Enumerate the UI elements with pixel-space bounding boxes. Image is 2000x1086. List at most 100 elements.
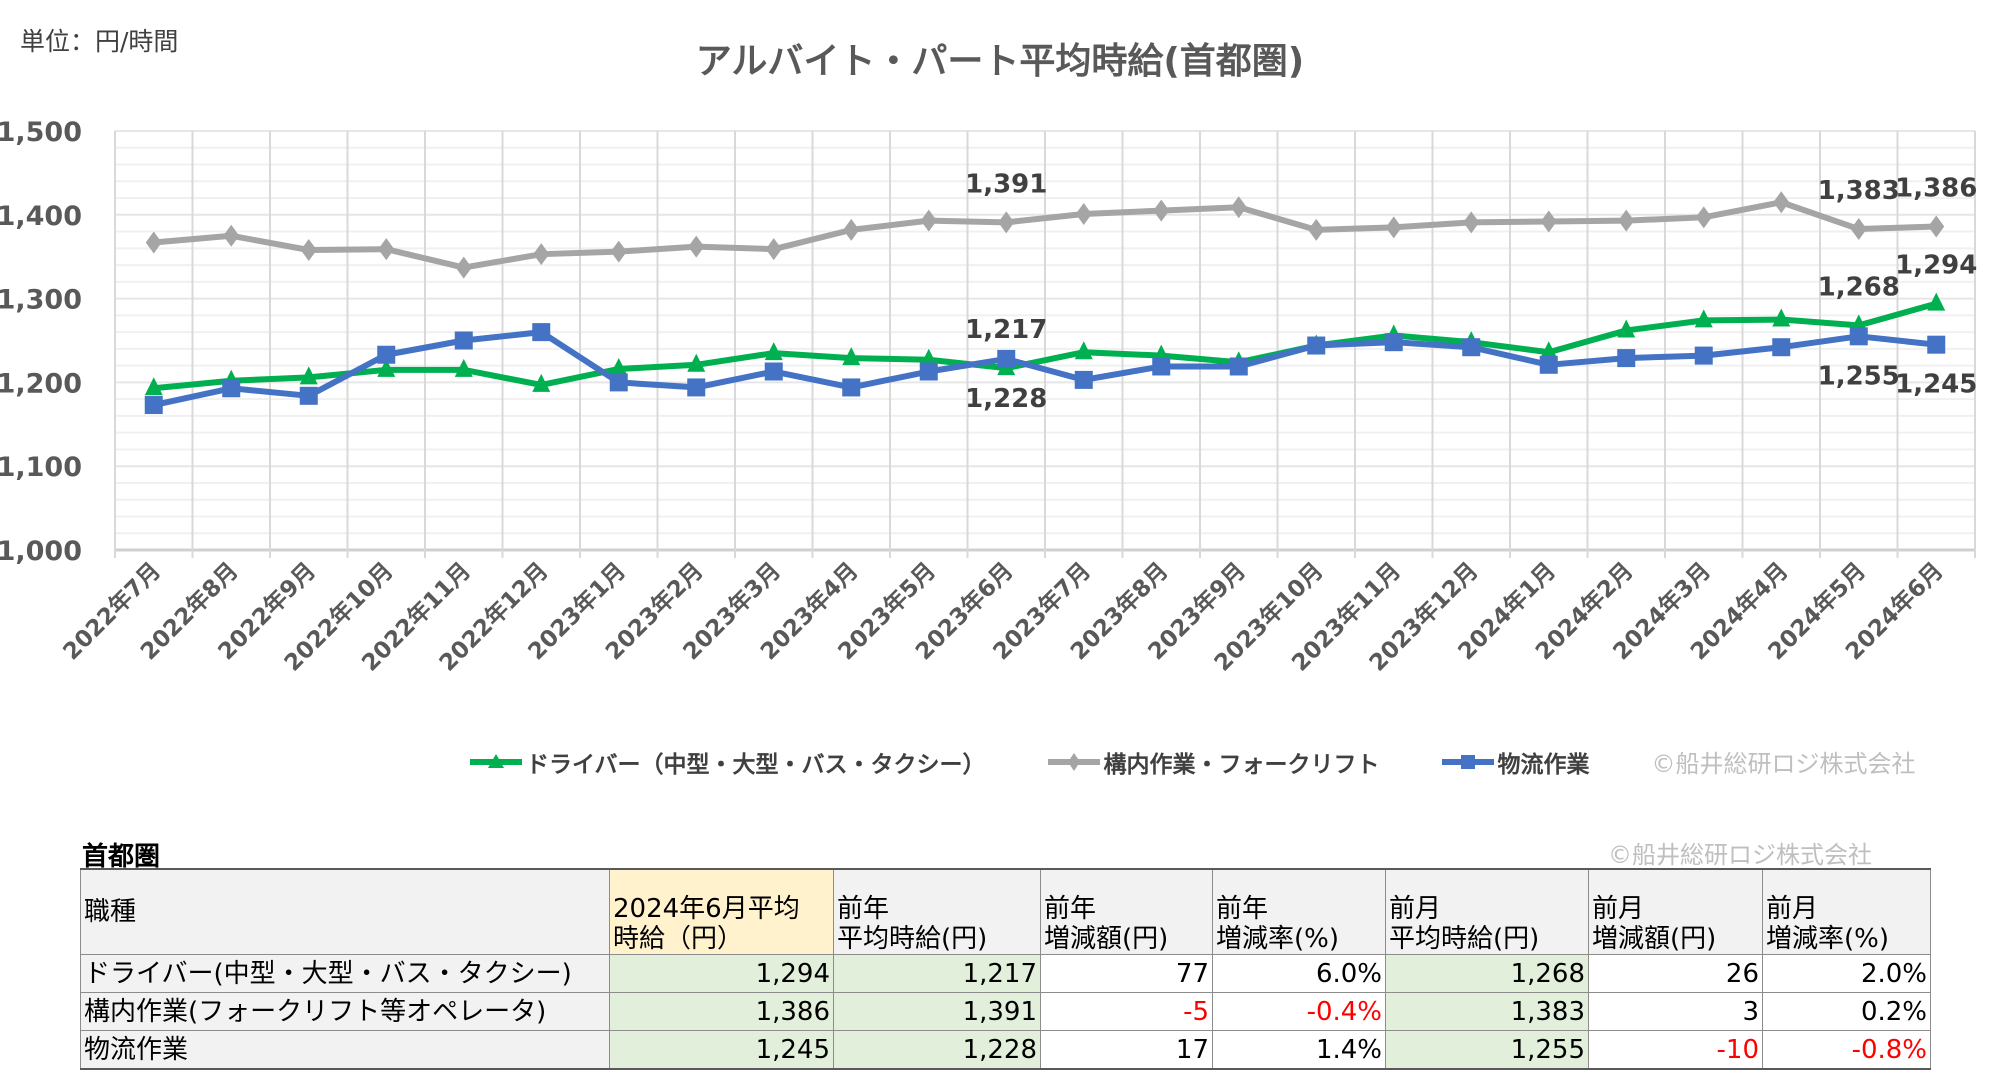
data-point-square [1694,346,1713,365]
data-point-diamond [765,238,782,261]
legend: ドライバー（中型・大型・バス・タクシー） 構内作業・フォークリフト 物流作業 ©… [470,744,1916,779]
data-label: 1,391 [965,169,1047,199]
data-point-triangle [1539,341,1558,360]
data-point-square [1927,335,1946,354]
data-point-square [1307,336,1326,355]
data-point-diamond [1385,216,1402,239]
data-point-diamond [998,211,1015,234]
data-point-square [532,323,551,342]
y-tick-label: 1,400 [0,201,82,232]
table-row: 物流作業 1,245 1,228 17 1.4% 1,255 -10 -0.8% [80,1030,1931,1070]
line-chart: 1,0001,1001,2001,3001,4001,5002022年7月202… [0,117,1977,677]
data-point-diamond [455,256,472,279]
header-text: 増減額(円) [1044,924,1169,954]
table-header-row: 職種 2024年6月平均 時給（円） 前年 平均時給(円) 前年 増減額(円) 前年 増減率(%… [80,868,1931,955]
table-header-cell: 前月 増減率(%) [1762,868,1931,955]
data-point-triangle [842,347,861,366]
data-label: 1,245 [1895,370,1977,400]
value-cell: 1,391 [833,992,1041,1031]
value-cell: -5 [1040,992,1213,1031]
data-point-square [919,362,938,381]
legend-item-driver: ドライバー（中型・大型・バス・タクシー） [470,745,986,779]
data-label: 1,217 [965,315,1047,345]
value-cell: 0.2% [1762,992,1931,1031]
legend-item-logistics: 物流作業 [1441,745,1590,779]
value-cell: 1,294 [609,954,834,993]
legend-item-forklift: 構内作業・フォークリフト [1047,745,1380,779]
legend-diamond-marker-icon [1047,752,1100,771]
table-header-cell: 職種 [80,868,610,955]
data-point-diamond [843,218,860,241]
data-point-triangle [532,373,551,392]
data-point-diamond [1153,199,1170,222]
table-header-cell: 前年 増減率(%) [1212,868,1386,955]
series-line-1 [153,199,1937,271]
table-header-cell: 前年 平均時給(円) [833,868,1041,955]
data-point-diamond [1850,218,1867,241]
data-point-square [1074,370,1093,389]
header-text: 増減率(%) [1766,924,1889,954]
value-cell: 1,217 [833,954,1041,993]
legend-triangle-marker-icon [470,753,522,768]
unit-label: 単位：円/時間 [20,27,179,56]
value-cell: 1,386 [609,992,834,1031]
data-label: 1,228 [965,384,1047,414]
copyright-chart: ©船井総研ロジ株式会社 [1651,750,1916,778]
data-point-diamond [1540,210,1557,233]
data-point-diamond [1230,196,1247,219]
data-point-triangle [1694,309,1713,328]
value-cell: 1,268 [1385,954,1589,993]
data-point-diamond [1928,215,1945,238]
wage-table: 職種 2024年6月平均 時給（円） 前年 平均時給(円) 前年 増減額(円) 前年 増減率(%… [80,868,1931,1070]
data-label: 1,294 [1895,251,1977,281]
data-point-diamond [300,238,317,261]
value-cell: 3 [1588,992,1763,1031]
table-header-cell: 前月 平均時給(円) [1385,868,1589,955]
data-point-square [764,362,783,381]
value-cell: 2.0% [1762,954,1931,993]
data-point-square [144,396,163,415]
header-text: 前月 [1766,894,1819,924]
data-point-diamond [1618,209,1635,232]
data-point-triangle [299,366,318,385]
y-tick-label: 1,100 [0,452,82,483]
data-point-triangle [144,377,163,396]
job-type-cell: ドライバー(中型・大型・バス・タクシー) [80,954,610,993]
value-cell: 1,245 [609,1030,834,1070]
legend-square-marker-icon [1441,754,1494,769]
value-cell: 77 [1040,954,1213,993]
data-point-diamond [1695,206,1712,229]
job-type-cell: 物流作業 [80,1030,610,1070]
data-point-diamond [920,209,937,232]
data-point-square [222,379,241,398]
data-point-square [1384,333,1403,352]
data-point-square [1462,338,1481,357]
data-point-square [842,378,861,397]
data-point-diamond [688,235,705,258]
header-text: 平均時給(円) [1389,924,1540,954]
data-label: 1,255 [1818,361,1900,391]
header-text: 職種 [84,897,137,927]
series-line-0 [153,300,1938,392]
y-tick-label: 1,300 [0,285,82,316]
data-point-triangle [687,353,706,372]
data-point-diamond [1773,191,1790,214]
header-text: 前年 [1216,894,1269,924]
data-point-triangle [609,357,628,376]
data-point-square [1152,357,1171,376]
data-point-diamond [1308,218,1325,241]
table-header-cell: 前月 増減額(円) [1588,868,1763,955]
value-cell: -0.8% [1762,1030,1931,1070]
header-text: 時給（円） [613,924,744,954]
chart-title: アルバイト・パート平均時給(首都圏) [695,41,1305,82]
value-cell: 1,383 [1385,992,1589,1031]
header-text: 平均時給(円) [837,924,988,954]
data-point-diamond [378,238,395,261]
data-label: 1,383 [1818,176,1900,206]
header-text: 前年 [837,894,890,924]
data-point-triangle [1772,308,1791,327]
data-point-diamond [145,231,162,254]
data-point-triangle [377,358,396,377]
data-point-triangle [1074,341,1093,360]
header-text: 前月 [1592,894,1645,924]
